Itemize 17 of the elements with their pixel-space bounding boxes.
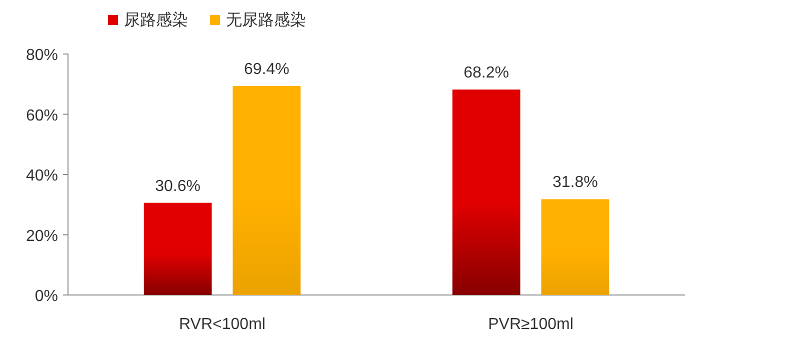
y-tick-label: 40% [26,168,58,184]
bar [144,202,212,295]
data-label: 69.4% [244,60,290,78]
bar [541,199,610,295]
y-tick-label: 0% [34,288,58,305]
y-tick-label: 80% [26,47,58,64]
bar [452,90,520,295]
x-tick-label: RVR<100ml [179,316,266,333]
x-tick-label: PVR≥100ml [488,316,574,333]
data-label: 30.6% [155,178,201,195]
y-tick-label: 60% [26,107,58,124]
data-label: 31.8% [552,174,598,192]
data-label: 68.2% [464,64,510,82]
legend-label: 尿路感染 [124,11,188,29]
bar [232,86,301,295]
y-tick-label: 20% [26,228,58,245]
legend-label: 无尿路感染 [226,11,306,29]
